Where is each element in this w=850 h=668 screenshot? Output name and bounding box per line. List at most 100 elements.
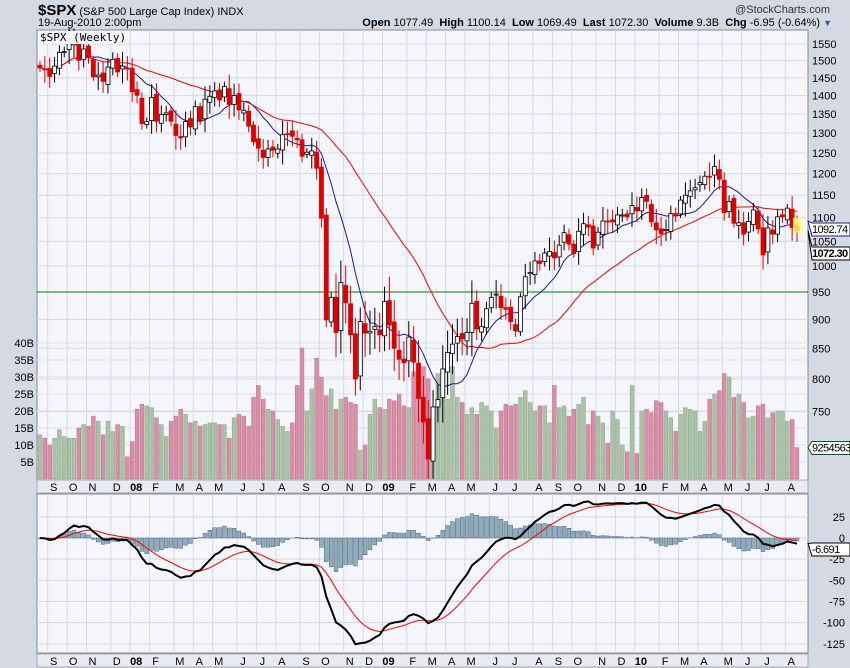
candle-body xyxy=(86,45,91,59)
candlestick xyxy=(600,206,606,249)
volume-bar xyxy=(731,397,737,480)
volume-bar xyxy=(741,402,746,480)
candlestick xyxy=(226,74,232,119)
candle-body xyxy=(212,90,218,98)
candlestick xyxy=(280,120,286,165)
volume-bar xyxy=(484,405,489,480)
macd-histogram-bar xyxy=(605,535,610,539)
volume-bar xyxy=(207,422,213,480)
candle-body xyxy=(294,137,300,141)
dropdown-arrow-icon[interactable]: ▼ xyxy=(823,18,832,28)
volume-bar xyxy=(658,402,664,480)
candle-body xyxy=(120,65,125,70)
macd-histogram-bar xyxy=(144,537,149,554)
candlestick xyxy=(149,84,155,134)
candlestick xyxy=(120,52,125,84)
macd-histogram-bar xyxy=(707,533,712,539)
candle-body xyxy=(707,175,713,178)
candlestick xyxy=(697,175,703,192)
candle-body xyxy=(270,146,276,151)
tag-shape xyxy=(807,220,850,237)
volume-bar xyxy=(605,443,610,480)
candlestick xyxy=(188,110,193,136)
candle-body xyxy=(527,272,533,275)
x-tick-label: M xyxy=(466,482,475,494)
x-tick-label: F xyxy=(152,482,159,494)
x-tick-label: A xyxy=(788,482,796,494)
macd-histogram-bar xyxy=(314,537,319,541)
candle-body xyxy=(653,222,659,231)
x-tick-label: O xyxy=(321,656,330,668)
candle-body xyxy=(513,324,518,332)
candlestick xyxy=(289,120,295,147)
candle-body xyxy=(144,121,150,125)
volume-bar xyxy=(52,437,57,480)
candle-body xyxy=(202,98,208,120)
candle-body xyxy=(522,276,528,297)
candlestick xyxy=(246,105,252,133)
candlestick xyxy=(547,237,552,271)
candlestick xyxy=(105,58,111,94)
macd-histogram-bar xyxy=(717,534,722,539)
volume-bar xyxy=(96,420,101,480)
macd-histogram-bar xyxy=(654,537,659,544)
volume-bar xyxy=(794,447,800,480)
macd-histogram-bar xyxy=(513,528,518,539)
volume-bar xyxy=(188,422,193,480)
candle-body xyxy=(644,195,649,202)
candle-body xyxy=(139,97,145,124)
volume-tick-label: 20B xyxy=(14,406,34,418)
candle-body xyxy=(493,293,499,296)
macd-histogram-bar xyxy=(275,537,280,546)
volume-bar xyxy=(707,398,712,480)
volume-bar xyxy=(236,414,242,480)
volume-bar xyxy=(697,431,703,480)
x-tick-label: F xyxy=(152,656,159,668)
volume-bar xyxy=(333,409,339,480)
candlestick xyxy=(488,292,494,313)
macd-histogram-bar xyxy=(149,537,154,551)
candlestick xyxy=(343,265,349,324)
macd-histogram-bar xyxy=(227,527,232,539)
x-tick-label: O xyxy=(574,656,583,668)
candle-body xyxy=(309,150,315,156)
macd-histogram-bar xyxy=(333,537,339,572)
macd-histogram-bar xyxy=(527,524,533,539)
volume-bar xyxy=(367,414,373,480)
volume-bar xyxy=(280,426,285,480)
candlestick xyxy=(440,345,446,423)
chart-title: $SPX (S&P 500 Large Cap Index) INDX xyxy=(38,2,244,19)
x-tick-label: 09 xyxy=(382,482,394,494)
low-label: Low xyxy=(511,17,534,29)
macd-histogram-bar xyxy=(639,536,644,539)
macd-histogram-bar xyxy=(464,516,470,539)
candlestick xyxy=(454,318,460,362)
volume-bar xyxy=(295,385,300,480)
candlestick xyxy=(192,100,198,136)
candlestick xyxy=(372,307,378,349)
volume-bar xyxy=(527,402,533,480)
candlestick xyxy=(61,46,67,58)
candle-body xyxy=(226,88,232,105)
candlestick xyxy=(784,204,790,224)
x-tick-label: D xyxy=(113,656,121,668)
candlestick xyxy=(328,292,334,328)
candlestick xyxy=(430,390,436,479)
macd-histogram-bar xyxy=(396,532,402,539)
price-panel-title: $SPX (Weekly) xyxy=(40,31,126,44)
volume-bar xyxy=(154,417,159,480)
last-label: Last xyxy=(582,17,606,29)
macd-histogram-bar xyxy=(649,537,654,541)
candlestick xyxy=(459,317,465,356)
candlestick xyxy=(624,209,630,221)
macd-histogram-bar xyxy=(256,537,261,545)
candle-body xyxy=(241,109,247,114)
candle-body xyxy=(547,251,552,257)
candle-body xyxy=(726,201,732,213)
candlestick xyxy=(658,216,664,246)
candle-body xyxy=(416,362,421,399)
candlestick xyxy=(323,208,329,328)
candle-body xyxy=(469,302,475,333)
candlestick xyxy=(362,300,368,357)
candle-body xyxy=(566,234,572,245)
